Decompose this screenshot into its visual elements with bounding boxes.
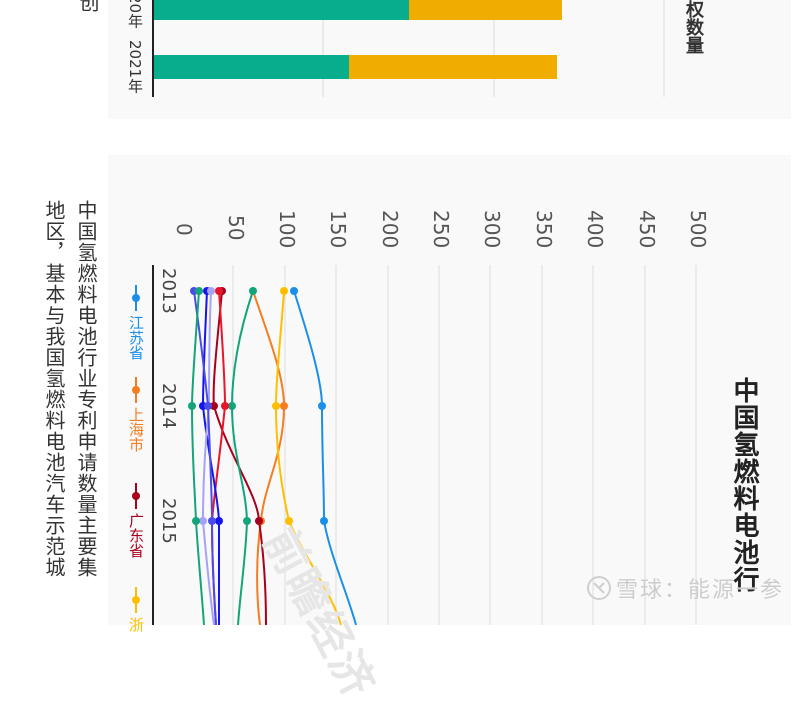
tick-200: 200 [378,210,402,249]
caption-line-2: 地区，基本与我国氢燃料电池汽车示范城 [42,200,66,578]
tick-50: 50 [224,215,248,241]
top-fragment-text: 创 [76,0,100,12]
legend-marker-icon [132,483,140,509]
gridlines [232,265,697,625]
line-chart-card: 0 50 100 150 200 250 300 350 400 450 500… [108,155,791,707]
legend: 江苏省 上海市 广东省 浙 [126,283,150,632]
legend-marker-icon [132,587,140,613]
tick-300: 300 [480,210,504,249]
xueqiu-watermark: 雪球：能源一参 [586,572,784,604]
data-points [188,287,328,525]
bar-2020-series-2 [409,0,562,20]
bar-2021-series-2 [349,55,557,79]
caption-line-1: 中国氢燃料电池行业专利申请数量主要集 [74,200,98,578]
line-chart-plot [152,265,697,626]
tick-400: 400 [583,210,607,249]
tick-350: 350 [532,210,556,249]
tick-250: 250 [429,210,453,249]
tick-0: 0 [172,223,196,236]
tick-100: 100 [275,210,299,249]
tick-450: 450 [635,210,659,249]
bar-category-2020: 20年 [126,0,144,29]
bar-2020-series-1 [153,0,409,20]
year-2015: 2015 [158,498,179,544]
legend-marker-icon [132,377,140,403]
tick-500: 500 [686,210,710,249]
year-2013: 2013 [158,268,179,314]
bar-chart-card: 20年 2021年 权数量 [108,0,791,119]
xueqiu-logo-icon [587,576,611,600]
line-chart-title: 中国氢燃料电池行 [729,377,759,593]
tick-150: 150 [326,210,350,249]
bar-category-2021: 2021年 [126,40,144,94]
legend-marker-icon [132,285,140,311]
bar-chart-plot [152,0,665,97]
bar-axis-title: 权数量 [683,0,704,54]
bar-2021-series-1 [153,55,349,79]
year-2014: 2014 [158,383,179,429]
